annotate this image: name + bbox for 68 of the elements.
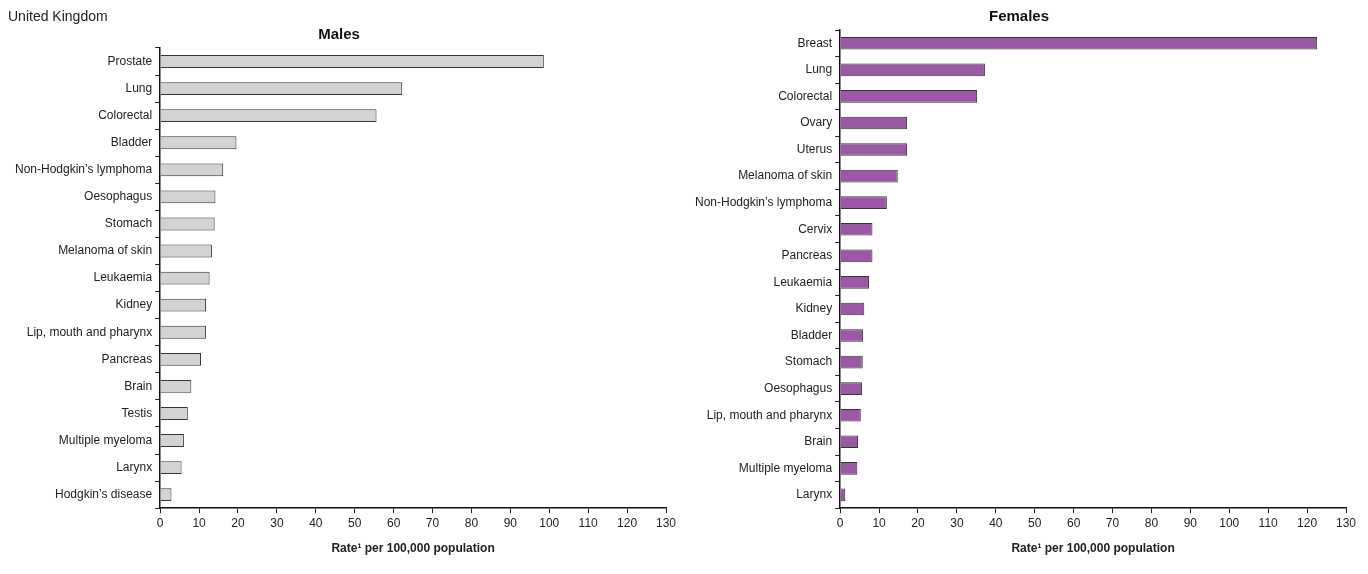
y-tick-label: Breast bbox=[797, 35, 833, 50]
y-tick-label: Leukaemia bbox=[773, 274, 833, 289]
chart-title: Females bbox=[988, 7, 1050, 25]
x-tick-label: 30 bbox=[950, 515, 964, 530]
y-tick-label: Lung bbox=[805, 62, 833, 77]
x-tick-label: 70 bbox=[425, 515, 440, 530]
x-tick-label: 10 bbox=[872, 515, 887, 530]
y-tick-label: Lung bbox=[125, 80, 153, 95]
x-tick-label: 100 bbox=[1219, 515, 1240, 530]
x-tick-label: 100 bbox=[539, 515, 560, 530]
x-tick-label: 70 bbox=[1105, 515, 1120, 530]
x-tick-label: 80 bbox=[1144, 515, 1159, 530]
y-tick-label: Kidney bbox=[115, 297, 153, 312]
x-tick-label: 40 bbox=[989, 515, 1003, 530]
chart-title: Males bbox=[318, 25, 360, 43]
x-tick-label: 90 bbox=[503, 515, 518, 530]
x-tick-label: 120 bbox=[1297, 515, 1318, 530]
x-tick-label: 50 bbox=[1028, 515, 1042, 530]
chart-subtitle: United Kingdom bbox=[8, 8, 109, 26]
y-tick-label: Lip, mouth and pharynx bbox=[706, 407, 833, 422]
y-tick-label: Oesophagus bbox=[764, 380, 833, 395]
y-tick-label: Pancreas bbox=[781, 248, 833, 263]
y-tick-label: Bladder bbox=[790, 327, 833, 342]
x-tick-label: 130 bbox=[1335, 515, 1357, 530]
x-tick-label: 0 bbox=[156, 515, 164, 530]
y-tick-label: Bladder bbox=[110, 135, 153, 150]
y-tick-label: Ovary bbox=[800, 115, 833, 130]
y-tick-label: Non-Hodgkin’s lymphoma bbox=[14, 162, 153, 177]
y-tick-label: Melanoma of skin bbox=[58, 243, 153, 258]
x-tick-label: 20 bbox=[911, 515, 925, 530]
y-tick-label: Multiple myeloma bbox=[58, 432, 153, 447]
x-tick-label: 90 bbox=[1183, 515, 1198, 530]
y-tick-label: Non-Hodgkin’s lymphoma bbox=[694, 195, 833, 209]
y-tick-label: Brain bbox=[804, 434, 833, 449]
x-tick-label: 30 bbox=[270, 515, 284, 530]
y-tick-label: Kidney bbox=[795, 301, 833, 316]
x-tick-label: 20 bbox=[231, 515, 245, 530]
y-tick-label: Uterus bbox=[796, 141, 833, 156]
y-tick-label: Larynx bbox=[796, 487, 833, 502]
x-tick-label: 110 bbox=[1258, 515, 1279, 530]
x-tick-label: 60 bbox=[1066, 515, 1081, 530]
x-tick-label: 60 bbox=[386, 515, 401, 530]
x-tick-label: 130 bbox=[655, 515, 677, 530]
x-tick-label: 50 bbox=[348, 515, 362, 530]
y-tick-label: Lip, mouth and pharynx bbox=[26, 324, 153, 339]
y-tick-label: Multiple myeloma bbox=[738, 460, 833, 475]
y-tick-label: Oesophagus bbox=[84, 189, 153, 204]
y-tick-label: Leukaemia bbox=[93, 270, 153, 285]
y-tick-label: Testis bbox=[121, 405, 153, 420]
y-tick-label: Pancreas bbox=[101, 351, 153, 366]
x-tick-label: 80 bbox=[464, 515, 479, 530]
x-tick-label: 10 bbox=[192, 515, 207, 530]
y-tick-label: Stomach bbox=[784, 354, 833, 369]
x-tick-label: 40 bbox=[309, 515, 323, 530]
y-tick-label: Stomach bbox=[104, 216, 153, 231]
x-tick-label: 120 bbox=[617, 515, 638, 530]
y-tick-label: Cervix bbox=[798, 221, 833, 236]
y-tick-label: Melanoma of skin bbox=[738, 168, 833, 183]
y-tick-label: Prostate bbox=[107, 53, 153, 68]
y-tick-label: Larynx bbox=[116, 459, 153, 474]
y-tick-label: Colorectal bbox=[98, 107, 153, 122]
x-axis-title: Rate¹ per 100,000 population bbox=[331, 541, 495, 556]
y-tick-label: Colorectal bbox=[778, 88, 833, 103]
x-tick-label: 110 bbox=[578, 515, 599, 530]
y-tick-label: Brain bbox=[124, 378, 153, 393]
x-axis-title: Rate¹ per 100,000 population bbox=[1011, 541, 1175, 556]
y-tick-label: Hodgkin’s disease bbox=[55, 486, 153, 501]
x-tick-label: 0 bbox=[836, 515, 844, 530]
